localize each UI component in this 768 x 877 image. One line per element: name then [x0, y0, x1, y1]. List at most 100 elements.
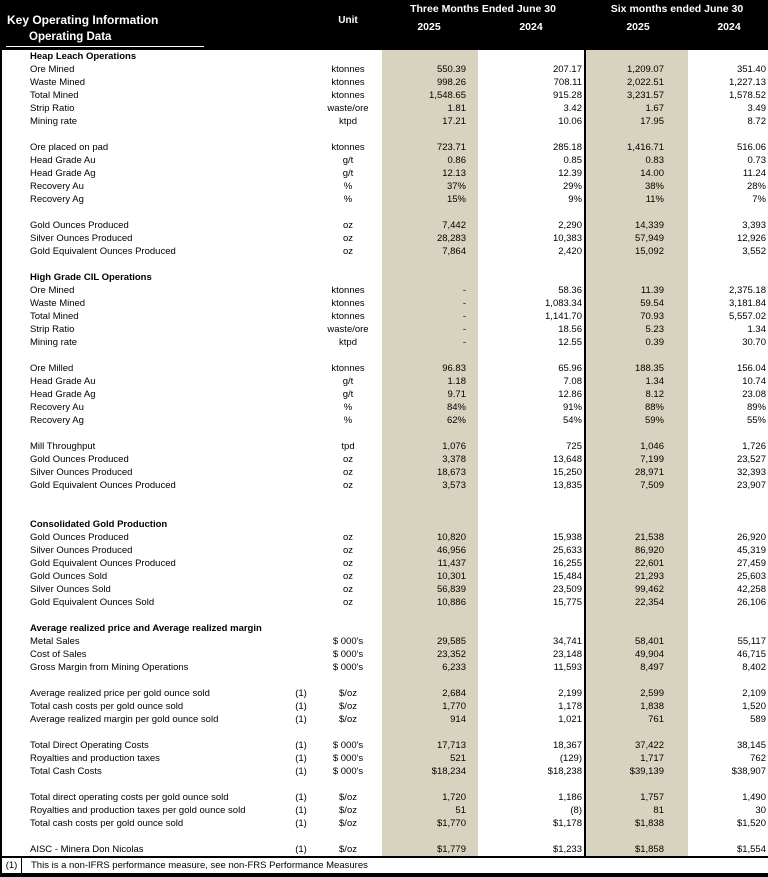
row-label: Head Grade Au [30, 155, 96, 166]
unit-cell: oz [342, 454, 354, 465]
value-h1-2024: 38,145 [736, 740, 766, 751]
value-q2-2024: $1,233 [552, 844, 582, 855]
note-marker [288, 661, 314, 674]
year-header-h1-2025: 2025 [626, 21, 650, 33]
value-h1-2024: 12,926 [736, 233, 766, 244]
subtitle-underline [6, 46, 204, 47]
value-q2-2024: 15,938 [552, 532, 582, 543]
table-row: Strip Ratio waste/ore 1.81 3.42 1.67 3.49 [2, 102, 768, 115]
table-row: Total direct operating costs per gold ou… [2, 791, 768, 804]
table-row: Average realized price per gold ounce so… [2, 687, 768, 700]
row-label: Gold Ounces Sold [30, 571, 108, 582]
note-marker: (1) [295, 844, 307, 855]
value-q2-2024: 23,148 [552, 649, 582, 660]
table-row: Ore Mined ktonnes - 58.36 11.39 2,375.18 [2, 284, 768, 297]
row-label: Total cash costs per gold ounce sold [30, 818, 184, 829]
table-row: Mining rate ktpd - 12.55 0.39 30.70 [2, 336, 768, 349]
value-h1-2025: 70.93 [584, 310, 688, 323]
table-row: Strip Ratio waste/ore - 18.56 5.23 1.34 [2, 323, 768, 336]
value-h1-2024: 89% [746, 402, 766, 413]
value-q2-2025: 2,684 [382, 687, 478, 700]
unit-cell: $/oz [339, 792, 357, 803]
value-q2-2024: 1,186 [558, 792, 582, 803]
value-q2-2025: - [382, 297, 478, 310]
value-h1-2025: 5.23 [584, 323, 688, 336]
unit-cell: oz [342, 246, 354, 257]
value-h1-2025: 1,717 [584, 752, 688, 765]
value-q2-2024: 10,383 [552, 233, 582, 244]
value-h1-2025: 38% [584, 180, 688, 193]
value-q2-2025: - [382, 310, 478, 323]
row-label: Ore Mined [30, 64, 75, 75]
value-h1-2025: 21,538 [584, 531, 688, 544]
note-marker [288, 622, 314, 635]
value-h1-2025: 2,599 [584, 687, 688, 700]
unit-cell: oz [342, 467, 354, 478]
row-label: Recovery Ag [30, 415, 84, 426]
table-row: Head Grade Ag g/t 12.13 12.39 14.00 11.24 [2, 167, 768, 180]
unit-cell: oz [342, 545, 354, 556]
value-h1-2025: 3,231.57 [584, 89, 688, 102]
value-q2-2025 [382, 258, 478, 271]
value-h1-2024: 10.74 [742, 376, 766, 387]
value-q2-2024 [478, 674, 584, 687]
value-q2-2024 [478, 778, 584, 791]
value-h1-2025: 761 [584, 713, 688, 726]
value-q2-2024: 18.56 [558, 324, 582, 335]
blank-row [2, 206, 768, 219]
value-h1-2025 [584, 128, 688, 141]
value-q2-2025 [382, 622, 478, 635]
row-label [2, 778, 288, 791]
value-q2-2024 [478, 622, 584, 635]
row-label: Gold Ounces Produced [30, 220, 129, 231]
value-h1-2024: 26,920 [736, 532, 766, 543]
value-h1-2024: 0.73 [747, 155, 767, 166]
value-q2-2025: 12.13 [382, 167, 478, 180]
value-h1-2024: 2,375.18 [729, 285, 766, 296]
unit-cell [314, 271, 382, 284]
value-h1-2025: 22,354 [584, 596, 688, 609]
blank-row [2, 830, 768, 843]
unit-cell: $ 000's [332, 753, 364, 764]
unit-cell [314, 258, 382, 271]
value-q2-2024: 29% [562, 181, 582, 192]
value-h1-2024: 3,552 [742, 246, 766, 257]
unit-cell: $/oz [339, 714, 357, 725]
blank-row [2, 778, 768, 791]
value-h1-2024: 3,181.84 [729, 298, 766, 309]
note-marker [288, 583, 314, 596]
value-h1-2024 [688, 674, 768, 687]
value-h1-2025 [584, 492, 688, 505]
unit-cell [314, 622, 382, 635]
unit-cell: oz [342, 480, 354, 491]
unit-cell [314, 518, 382, 531]
value-q2-2024: 1,021 [558, 714, 582, 725]
value-q2-2025: 56,839 [382, 583, 478, 596]
value-q2-2024: 34,741 [552, 636, 582, 647]
row-label [2, 726, 288, 739]
value-q2-2024: 16,255 [552, 558, 582, 569]
unit-cell [314, 830, 382, 843]
value-h1-2024: 1,578.52 [729, 90, 766, 101]
value-h1-2025 [584, 726, 688, 739]
value-h1-2024: 25,603 [736, 571, 766, 582]
table-row: Gold Ounces Produced oz 10,820 15,938 21,538… [2, 531, 768, 544]
row-label: Total cash costs per gold ounce sold [30, 701, 184, 712]
blank-row [2, 427, 768, 440]
value-q2-2024: 12.39 [558, 168, 582, 179]
row-label: Gold Ounces Produced [30, 454, 129, 465]
unit-cell: tpd [341, 441, 355, 452]
value-h1-2025: 14,339 [584, 219, 688, 232]
value-q2-2024: 1,141.70 [545, 311, 582, 322]
unit-cell: $/oz [339, 688, 357, 699]
value-h1-2025: 7,199 [584, 453, 688, 466]
value-h1-2025: 22,601 [584, 557, 688, 570]
unit-cell: $ 000's [332, 766, 364, 777]
note-marker [288, 349, 314, 362]
value-q2-2024: $1,178 [552, 818, 582, 829]
value-h1-2025: 81 [584, 804, 688, 817]
value-h1-2025: 14.00 [584, 167, 688, 180]
blank-row [2, 674, 768, 687]
value-q2-2024: 91% [562, 402, 582, 413]
unit-cell: $/oz [339, 818, 357, 829]
